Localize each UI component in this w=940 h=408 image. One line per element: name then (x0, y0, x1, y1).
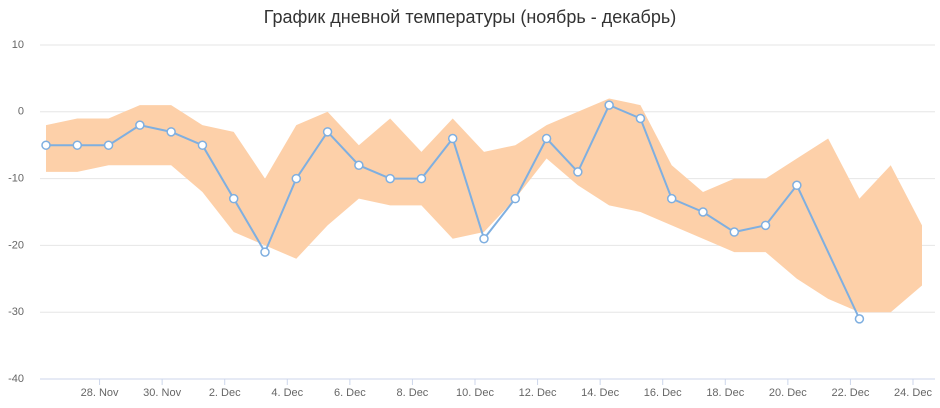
y-tick-label: -20 (8, 239, 24, 251)
point (103, 140, 114, 150)
y-tick-label: 0 (18, 106, 24, 118)
point (447, 133, 458, 144)
point (135, 120, 145, 130)
x-tick-label: 2. Dec (209, 387, 241, 399)
point (197, 140, 208, 150)
point (41, 140, 51, 150)
point (541, 133, 552, 144)
x-tick-label: 8. Dec (397, 387, 429, 399)
point (416, 173, 427, 184)
point (698, 207, 708, 217)
range-area (46, 98, 922, 313)
point (635, 113, 646, 124)
point (385, 173, 395, 184)
point (666, 193, 677, 204)
y-tick-label: -40 (8, 373, 24, 385)
x-tick-label: 28. Nov (81, 387, 119, 399)
y-tick-label: 10 (12, 39, 24, 51)
point (573, 167, 583, 177)
point (854, 314, 865, 324)
point (166, 127, 176, 137)
point (760, 220, 771, 231)
point (729, 227, 740, 237)
chart-title: График дневной температуры (ноябрь - дек… (264, 7, 676, 27)
point (354, 160, 364, 170)
x-tick-label: 20. Dec (769, 387, 807, 399)
point (510, 193, 521, 204)
point (604, 100, 614, 110)
y-tick-label: -10 (8, 173, 24, 185)
x-tick-label: 16. Dec (644, 387, 682, 399)
x-tick-label: 10. Dec (456, 387, 494, 399)
x-tick-label: 24. Dec (894, 387, 932, 399)
x-tick-label: 6. Dec (334, 387, 366, 399)
x-tick-label: 12. Dec (519, 387, 557, 399)
x-tick-label: 14. Dec (581, 387, 619, 399)
point (72, 140, 83, 150)
x-tick-label: 18. Dec (706, 387, 744, 399)
point (792, 180, 802, 191)
line (46, 103, 861, 320)
point (291, 173, 302, 184)
x-tick-label: 30. Nov (143, 387, 181, 399)
x-tick-label: 4. Dec (271, 387, 303, 399)
x-tick-label: 22. Dec (831, 387, 869, 399)
point (479, 233, 489, 244)
point (260, 247, 270, 257)
y-tick-label: -30 (8, 306, 24, 318)
point (322, 127, 333, 137)
point (228, 193, 239, 204)
